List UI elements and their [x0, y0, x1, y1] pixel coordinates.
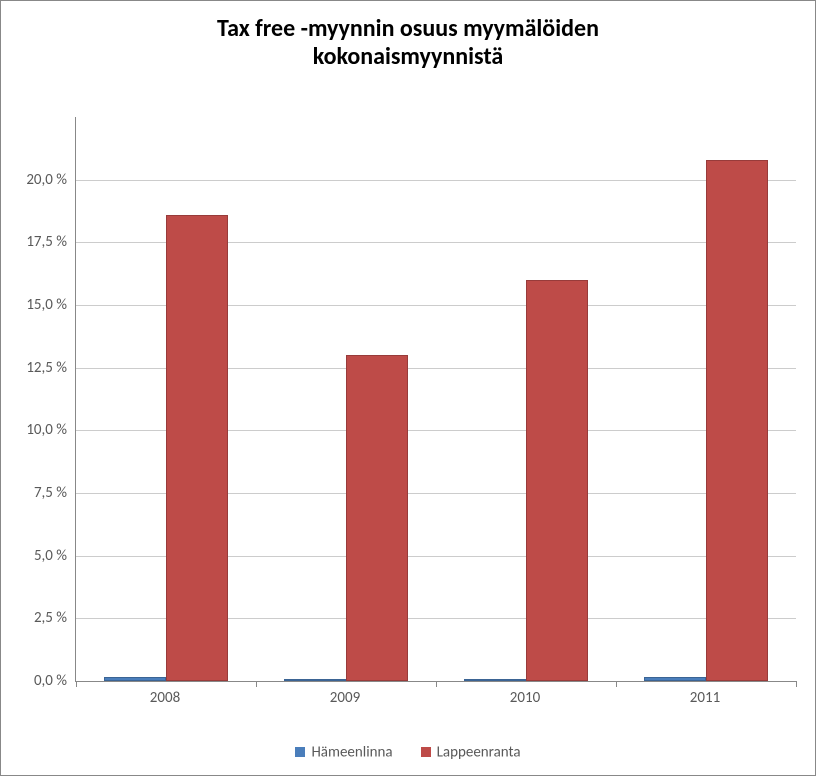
legend-item: Hämeenlinna	[295, 743, 392, 761]
x-tick-mark	[436, 681, 437, 687]
bar-group	[436, 117, 616, 681]
legend-item: Lappeenranta	[421, 743, 521, 761]
legend: Hämeenlinna Lappeenranta	[1, 743, 815, 761]
legend-label: Lappeenranta	[437, 743, 521, 761]
x-tick-mark	[256, 681, 257, 687]
chart-title: Tax free -myynnin osuus myymälöiden koko…	[1, 1, 815, 70]
chart-title-line1: Tax free -myynnin osuus myymälöiden	[217, 14, 599, 43]
y-tick-label: 10,0 %	[7, 421, 67, 439]
x-tick-label: 2008	[150, 689, 180, 707]
bar	[166, 215, 228, 681]
bar-group	[616, 117, 796, 681]
chart-container: Tax free -myynnin osuus myymälöiden koko…	[0, 0, 816, 776]
y-tick-label: 17,5 %	[7, 233, 67, 251]
x-tick-label: 2009	[330, 689, 360, 707]
bar	[104, 677, 166, 682]
chart-title-line2: kokonaismyynnistä	[313, 42, 504, 71]
bar	[464, 679, 526, 681]
y-tick-label: 5,0 %	[7, 547, 67, 565]
y-tick-label: 7,5 %	[7, 484, 67, 502]
bar-group	[76, 117, 256, 681]
legend-label: Hämeenlinna	[311, 743, 392, 761]
x-tick-mark	[76, 681, 77, 687]
bar-group	[256, 117, 436, 681]
x-tick-label: 2010	[510, 689, 540, 707]
legend-swatch	[421, 747, 431, 757]
bar	[346, 355, 408, 681]
bar	[526, 280, 588, 681]
x-tick-mark	[616, 681, 617, 687]
bar	[644, 677, 706, 681]
y-tick-label: 0,0 %	[7, 672, 67, 690]
x-tick-mark	[796, 681, 797, 687]
y-tick-label: 2,5 %	[7, 609, 67, 627]
y-tick-label: 12,5 %	[7, 359, 67, 377]
y-tick-label: 20,0 %	[7, 171, 67, 189]
plot-area	[75, 117, 796, 682]
x-tick-label: 2011	[690, 689, 720, 707]
y-tick-label: 15,0 %	[7, 296, 67, 314]
bar	[284, 679, 346, 681]
legend-swatch	[295, 747, 305, 757]
bar	[706, 160, 768, 681]
